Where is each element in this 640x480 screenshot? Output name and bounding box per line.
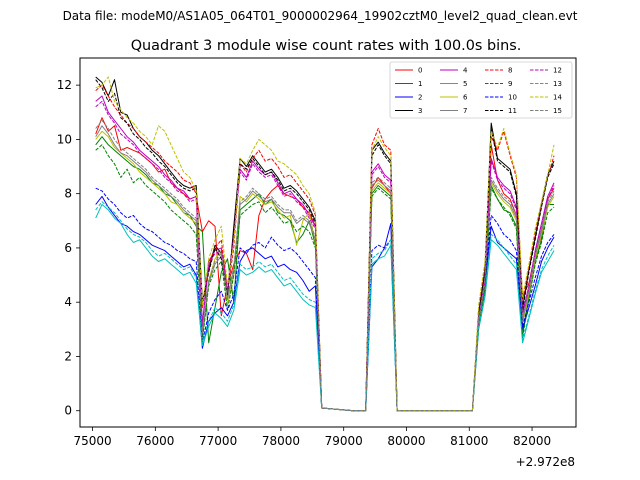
x-tick-label: 82000 [513, 434, 551, 448]
legend-label-7: 7 [463, 107, 467, 115]
series-line-2 [95, 195, 555, 412]
legend-label-15: 15 [553, 107, 562, 115]
legend-label-6: 6 [463, 94, 468, 102]
legend-label-1: 1 [418, 80, 422, 88]
series-line-14 [95, 76, 555, 412]
x-tick-label: 76000 [136, 434, 174, 448]
y-axis: 0 2 4 6 8 10 12 [57, 78, 80, 418]
chart-title: Quadrant 3 module wise count rates with … [131, 38, 522, 54]
legend-label-8: 8 [508, 67, 512, 75]
legend-label-9: 9 [508, 80, 512, 88]
series-line-4 [95, 95, 555, 412]
series-line-6 [95, 130, 555, 412]
y-tick-label: 8 [64, 187, 72, 201]
series-line-12 [95, 100, 555, 412]
legend-label-0: 0 [418, 67, 422, 75]
legend-label-14: 14 [553, 94, 562, 102]
y-tick-label: 2 [64, 349, 72, 363]
x-tick-label: 75000 [73, 434, 111, 448]
series-line-13 [95, 201, 555, 412]
legend-box [389, 61, 573, 119]
legend-label-3: 3 [418, 107, 422, 115]
series-line-15 [95, 119, 555, 412]
legend-label-10: 10 [508, 94, 517, 102]
series-line-1 [95, 136, 554, 412]
y-tick-label: 12 [57, 78, 72, 92]
y-tick-label: 6 [64, 241, 72, 255]
y-tick-label: 10 [57, 132, 72, 146]
legend-label-11: 11 [508, 107, 517, 115]
legend-label-12: 12 [553, 67, 562, 75]
x-tick-label: 80000 [387, 434, 425, 448]
legend-label-4: 4 [463, 67, 468, 75]
legend-label-13: 13 [553, 80, 562, 88]
x-tick-label: 81000 [450, 434, 488, 448]
series-lines [95, 76, 555, 412]
series-line-10 [95, 187, 555, 412]
legend-label-2: 2 [418, 94, 422, 102]
y-tick-label: 0 [64, 404, 72, 418]
series-line-5 [95, 204, 555, 412]
plot-area [80, 58, 576, 427]
plot-border [79, 57, 577, 428]
x-axis: 75000 76000 77000 78000 79000 80000 81000 82000 [73, 427, 551, 448]
x-tick-label: 79000 [325, 434, 363, 448]
x-offset-label: +2.972e8 [516, 455, 575, 469]
legend-label-5: 5 [463, 80, 467, 88]
series-line-9 [95, 144, 555, 412]
chart-suptitle: Data file: modeM0/AS1A05_064T01_90000029… [63, 9, 578, 23]
x-tick-label: 78000 [262, 434, 300, 448]
y-tick-label: 4 [64, 295, 72, 309]
series-line-7 [95, 125, 555, 412]
series-line-11 [95, 79, 555, 412]
series-line-3 [95, 76, 555, 412]
x-tick-label: 77000 [199, 434, 237, 448]
